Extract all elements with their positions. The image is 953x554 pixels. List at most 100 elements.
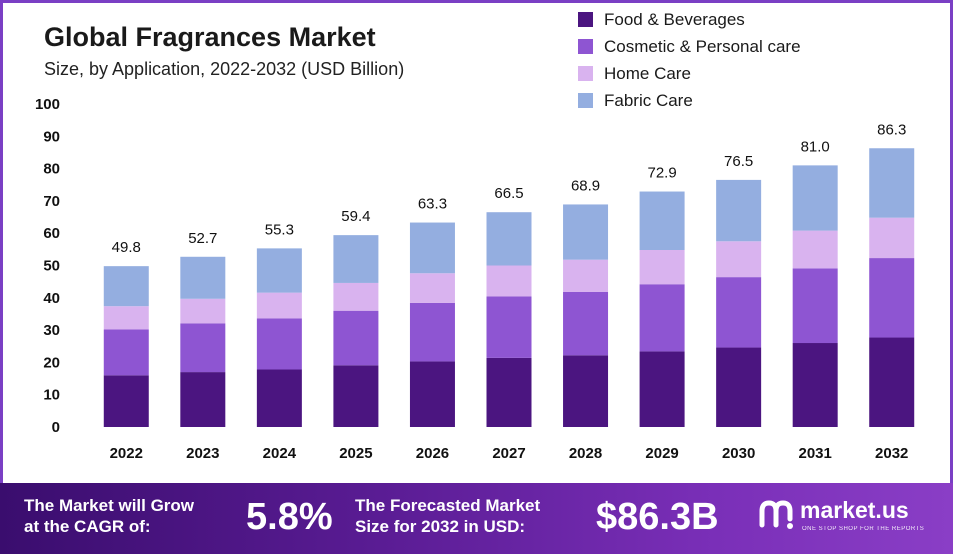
bar-segment-fabric-care-2027 <box>486 212 532 266</box>
x-tick-label: 2026 <box>416 445 449 462</box>
bar-segment-cosmetic-personal-care-2027 <box>486 296 532 358</box>
bar-segment-food-beverages-2031 <box>792 343 838 427</box>
bar-segment-cosmetic-personal-care-2026 <box>409 302 455 362</box>
cagr-text: The Market will Grow at the CAGR of: <box>24 495 194 537</box>
bar-segment-cosmetic-personal-care-2025 <box>333 310 379 366</box>
bar-segment-food-beverages-2026 <box>409 361 455 427</box>
bar-segment-cosmetic-personal-care-2031 <box>792 268 838 344</box>
legend-swatch-cosmetic-personal-care <box>578 39 593 54</box>
y-tick-label: 90 <box>43 128 60 145</box>
x-tick-label: 2032 <box>875 445 908 462</box>
bar-segment-fabric-care-2032 <box>869 148 915 218</box>
y-tick-label: 0 <box>52 419 60 436</box>
bar-segment-fabric-care-2028 <box>563 204 609 260</box>
bar-segment-fabric-care-2029 <box>639 191 685 250</box>
bar-total-label: 59.4 <box>341 208 370 225</box>
market-us-logo-icon <box>759 500 793 529</box>
y-tick-label: 20 <box>43 354 60 371</box>
bar-total-label: 81.0 <box>801 138 830 155</box>
legend-label-home-care: Home Care <box>604 63 691 83</box>
chart-title: Global Fragrances Market <box>44 22 376 52</box>
bar-segment-home-care-2027 <box>486 265 532 297</box>
legend-swatch-food-beverages <box>578 12 593 27</box>
bar-segment-cosmetic-personal-care-2028 <box>563 291 609 356</box>
y-tick-label: 80 <box>43 161 60 178</box>
bar-segment-cosmetic-personal-care-2023 <box>180 323 226 373</box>
legend-item-food-beverages: Food & Beverages <box>578 6 801 33</box>
bar-segment-fabric-care-2023 <box>180 256 226 299</box>
bar-segment-fabric-care-2030 <box>716 179 762 242</box>
y-tick-label: 70 <box>43 193 60 210</box>
bar-segment-food-beverages-2030 <box>716 347 762 427</box>
y-tick-label: 10 <box>43 387 60 404</box>
bar-segment-home-care-2024 <box>256 292 302 319</box>
x-tick-label: 2024 <box>263 445 297 462</box>
bar-total-label: 66.5 <box>494 185 523 202</box>
brand-logo: market.us ONE STOP SHOP FOR THE REPORTS <box>758 495 924 538</box>
bar-segment-food-beverages-2025 <box>333 365 379 427</box>
bar-segment-cosmetic-personal-care-2029 <box>639 284 685 352</box>
bar-total-label: 86.3 <box>877 121 906 138</box>
cagr-text-line2: at the CAGR of: <box>24 517 151 536</box>
bar-total-label: 72.9 <box>647 165 676 182</box>
cagr-text-line1: The Market will Grow <box>24 496 195 515</box>
bar-total-label: 76.5 <box>724 153 753 170</box>
bar-segment-fabric-care-2024 <box>256 248 302 293</box>
y-tick-label: 100 <box>35 96 60 113</box>
chart-legend: Food & Beverages Cosmetic & Personal car… <box>578 6 801 114</box>
bar-segment-home-care-2032 <box>869 217 915 259</box>
bar-segment-cosmetic-personal-care-2024 <box>256 318 302 370</box>
y-tick-label: 40 <box>43 290 60 307</box>
x-tick-label: 2025 <box>339 445 372 462</box>
legend-item-fabric-care: Fabric Care <box>578 87 801 114</box>
summary-banner: The Market will Grow at the CAGR of: 5.8… <box>0 483 953 554</box>
bar-segment-food-beverages-2032 <box>869 337 915 427</box>
bar-segment-home-care-2022 <box>103 306 149 330</box>
forecast-text: The Forecasted Market Size for 2032 in U… <box>355 495 540 537</box>
bar-segment-cosmetic-personal-care-2032 <box>869 258 915 338</box>
bar-segment-home-care-2025 <box>333 282 379 311</box>
bar-segment-fabric-care-2022 <box>103 266 149 307</box>
bar-segment-home-care-2023 <box>180 298 226 324</box>
bar-total-label: 55.3 <box>265 221 294 238</box>
legend-swatch-fabric-care <box>578 93 593 108</box>
brand-name: market.us <box>800 497 909 523</box>
brand-tagline: ONE STOP SHOP FOR THE REPORTS <box>802 526 925 532</box>
y-tick-label: 60 <box>43 225 60 242</box>
legend-label-fabric-care: Fabric Care <box>604 90 693 110</box>
forecast-text-line2: Size for 2032 in USD: <box>355 517 526 536</box>
legend-label-food-beverages: Food & Beverages <box>604 9 745 29</box>
x-tick-label: 2028 <box>569 445 602 462</box>
legend-item-home-care: Home Care <box>578 60 801 87</box>
legend-item-cosmetic-personal-care: Cosmetic & Personal care <box>578 33 801 60</box>
forecast-text-line1: The Forecasted Market <box>355 496 541 515</box>
bar-segment-food-beverages-2023 <box>180 372 226 427</box>
x-tick-label: 2027 <box>492 445 525 462</box>
bar-segment-cosmetic-personal-care-2030 <box>716 277 762 348</box>
legend-label-cosmetic-personal-care: Cosmetic & Personal care <box>604 36 801 56</box>
bar-total-label: 63.3 <box>418 196 447 213</box>
x-tick-label: 2022 <box>110 445 143 462</box>
bar-segment-food-beverages-2024 <box>256 369 302 427</box>
bar-total-label: 68.9 <box>571 177 600 194</box>
x-tick-label: 2023 <box>186 445 219 462</box>
bar-segment-food-beverages-2028 <box>563 355 609 427</box>
y-tick-label: 50 <box>43 258 60 275</box>
chart-subtitle: Size, by Application, 2022-2032 (USD Bil… <box>44 59 405 79</box>
forecast-value: $86.3B <box>596 496 719 538</box>
bar-segment-food-beverages-2027 <box>486 357 532 427</box>
bar-segment-fabric-care-2025 <box>333 235 379 283</box>
bar-total-label: 52.7 <box>188 230 217 247</box>
x-tick-label: 2031 <box>798 445 831 462</box>
bar-segment-home-care-2029 <box>639 249 685 285</box>
cagr-value: 5.8% <box>246 496 333 538</box>
x-tick-label: 2030 <box>722 445 755 462</box>
bar-segment-fabric-care-2031 <box>792 165 838 231</box>
bar-segment-cosmetic-personal-care-2022 <box>103 329 149 376</box>
bar-segment-home-care-2028 <box>563 259 609 292</box>
bar-segment-home-care-2026 <box>409 273 455 303</box>
bar-segment-food-beverages-2022 <box>103 375 149 427</box>
x-tick-label: 2029 <box>645 445 678 462</box>
bar-total-label: 49.8 <box>112 239 141 256</box>
y-tick-label: 30 <box>43 322 60 339</box>
